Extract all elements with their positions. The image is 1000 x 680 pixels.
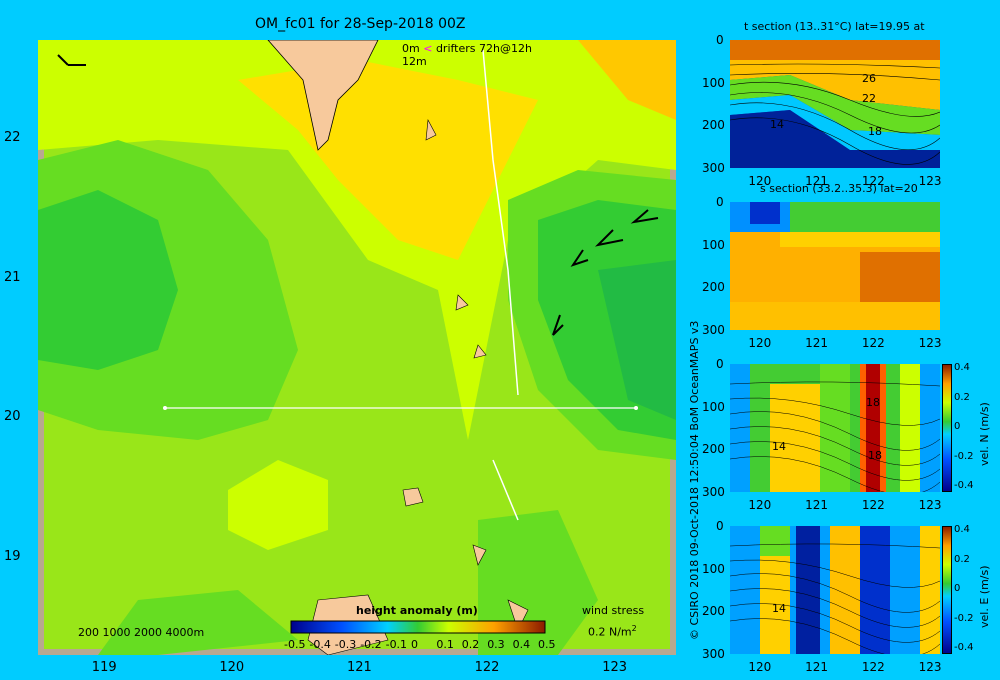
t-contour-14: 14 xyxy=(770,118,784,131)
drifter-depth-0: 0m xyxy=(402,42,420,55)
drifter-depth-12: 12m xyxy=(402,55,427,68)
map-x-ticks: 119 120 121 122 123 xyxy=(38,660,676,676)
panel-depth-tick: 100 xyxy=(702,237,725,252)
panel-depth-tick: 100 xyxy=(702,561,725,576)
vel-e-unit-label: vel. E (m/s) xyxy=(978,565,991,628)
vel-colorbar-tick: 0.2 xyxy=(954,553,970,565)
panel-lon-tick: 121 xyxy=(805,498,829,512)
colorbar-ticks: -0.5 -0.4 -0.3 -0.2 -0.1 0 0.1 0.2 0.3 0.4 0.5 xyxy=(284,638,556,652)
panel-depth-tick: 0 xyxy=(716,195,724,209)
panel-depth-tick: 100 xyxy=(702,399,725,414)
vel-colorbar-tick: -0.4 xyxy=(954,480,974,491)
s-section-title: s section (33.2..35.3) lat=20 xyxy=(760,182,918,195)
vel-e-panel: 14 xyxy=(730,526,940,654)
panel-depth-tick: 300 xyxy=(702,161,725,175)
panel-depth-tick: 200 xyxy=(702,280,725,295)
panel-lon-tick: 123 xyxy=(918,660,942,674)
depth-legend: 200 1000 2000 4000m xyxy=(78,626,205,639)
t-section-panel: 26 22 18 14 xyxy=(730,40,940,168)
panel-depth-tick: 300 xyxy=(702,323,725,337)
map-x-tick-label: 119 xyxy=(91,660,117,675)
panel-lon-tick: 122 xyxy=(861,336,885,350)
drifters-legend: 0m < drifters 72h@12h 12m xyxy=(402,42,532,68)
t-contour-26: 26 xyxy=(862,72,876,85)
panel-depth-tick: 0 xyxy=(716,357,724,371)
colorbar-tick: -0.2 xyxy=(360,638,382,651)
panel-lon-tick: 121 xyxy=(805,336,829,350)
panel-lon-tick: 120 xyxy=(748,660,772,674)
t-contour-18: 18 xyxy=(868,125,882,138)
panel-lon-tick: 122 xyxy=(861,174,885,188)
map-x-tick-label: 122 xyxy=(474,660,500,675)
panel-depth-tick: 200 xyxy=(702,604,725,619)
height-anomaly-map xyxy=(38,40,676,655)
vel-n-colorbar xyxy=(942,364,952,492)
colorbar-tick: -0.1 xyxy=(385,638,408,651)
vel-colorbar-tick: 0 xyxy=(954,583,961,594)
vel-colorbar-tick: 0.4 xyxy=(954,524,970,535)
map-y-ticks: 22 21 20 19 xyxy=(4,40,36,655)
panel-lon-tick: 120 xyxy=(748,336,772,350)
t-section-title: t section (13..31°C) lat=19.95 at xyxy=(744,20,925,33)
colorbar-tick: -0.3 xyxy=(334,638,357,651)
vel-colorbar-tick: -0.2 xyxy=(954,450,974,462)
panel-lon-tick: 121 xyxy=(805,174,829,188)
map-x-tick-label: 120 xyxy=(219,660,245,675)
vel-colorbar-tick: 0.2 xyxy=(954,391,970,403)
land-taiwan xyxy=(267,40,379,151)
t-contour-22: 22 xyxy=(862,92,876,105)
colorbar-tick: 0.4 xyxy=(512,638,531,651)
panel-lon-tick: 123 xyxy=(918,174,942,188)
panel-lon-tick: 123 xyxy=(918,336,942,350)
ve-contour-14: 14 xyxy=(772,602,786,615)
colorbar-tick: 0.3 xyxy=(487,638,505,651)
vel-n-unit-label: vel. N (m/s) xyxy=(978,402,991,466)
vel-colorbar-tick: -0.2 xyxy=(954,612,974,624)
credit-text: © CSIRO 2018 09-Oct-2018 12:50:04 BoM Oc… xyxy=(688,320,701,640)
vn-contour-14: 14 xyxy=(772,440,786,453)
panel-lon-tick: 122 xyxy=(861,660,885,674)
map-title: OM_fc01 for 28-Sep-2018 00Z xyxy=(255,16,466,32)
map-y-tick-label: 19 xyxy=(4,549,21,565)
wind-stress-scale: 0.2 N/m2 xyxy=(588,624,637,639)
map-y-tick-label: 20 xyxy=(4,409,21,425)
colorbar-tick: 0.2 xyxy=(461,638,480,651)
panel-depth-tick: 0 xyxy=(716,519,724,533)
panel-lon-tick: 120 xyxy=(748,498,772,512)
vn-contour-18b: 18 xyxy=(868,449,882,462)
colorbar-tick: -0.4 xyxy=(309,638,331,651)
colorbar-tick: 0 xyxy=(411,638,418,651)
panel-lon-tick: 123 xyxy=(918,498,942,512)
colorbar-tick: -0.5 xyxy=(284,638,306,651)
vel-e-cbar-ticks: 0.4 0.2 0 -0.2 -0.4 xyxy=(952,524,982,654)
map-y-tick-label: 21 xyxy=(4,269,21,285)
vel-n-cbar-ticks: 0.4 0.2 0 -0.2 -0.4 xyxy=(952,362,982,492)
panel-depth-tick: 300 xyxy=(702,485,725,499)
panel-depth-tick: 0 xyxy=(716,33,724,47)
panel-lon-tick: 121 xyxy=(805,660,829,674)
height-colorbar xyxy=(290,620,546,634)
vel-colorbar-tick: 0 xyxy=(954,421,961,432)
vn-contour-18a: 18 xyxy=(866,396,880,409)
s-section-panel xyxy=(730,202,940,330)
colorbar-tick: 0.5 xyxy=(538,638,556,651)
colorbar-title: height anomaly (m) xyxy=(356,604,478,617)
vel-colorbar-tick: 0.4 xyxy=(954,362,970,373)
drifters-label: drifters 72h@12h xyxy=(435,42,532,55)
panel-lon-tick: 120 xyxy=(748,174,772,188)
map-y-tick-label: 22 xyxy=(4,129,21,145)
panel-depth-tick: 100 xyxy=(702,75,725,90)
vel-n-panel: 14 18 18 xyxy=(730,364,940,492)
vel-colorbar-tick: -0.4 xyxy=(954,642,974,653)
vel-e-colorbar xyxy=(942,526,952,654)
panel-depth-tick: 200 xyxy=(702,442,725,457)
map-x-tick-label: 121 xyxy=(347,660,372,675)
map-x-tick-label: 123 xyxy=(602,660,628,675)
colorbar-tick: 0.1 xyxy=(436,638,454,651)
panel-depth-tick: 200 xyxy=(702,118,725,133)
panel-depth-tick: 300 xyxy=(702,647,725,661)
panel-lon-tick: 122 xyxy=(861,498,885,512)
wind-stress-label: wind stress xyxy=(582,604,645,617)
